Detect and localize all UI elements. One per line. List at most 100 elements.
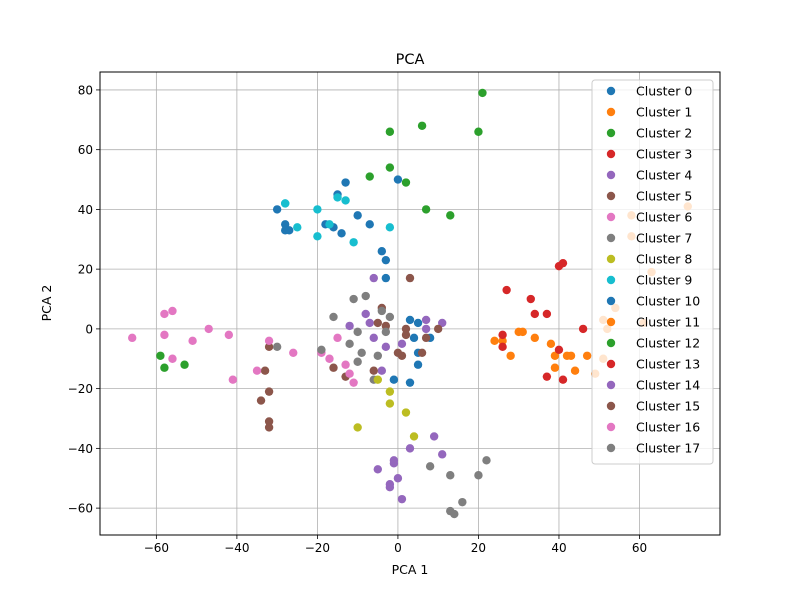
legend-marker [606, 359, 616, 369]
data-point-cluster-6 [341, 360, 350, 369]
data-point-cluster-9 [333, 193, 342, 202]
legend-label: Cluster 5 [636, 189, 692, 204]
data-point-cluster-5 [260, 366, 270, 375]
data-point-cluster-7 [317, 345, 326, 354]
x-axis-label: PCA 1 [392, 562, 429, 577]
legend-label: Cluster 2 [636, 126, 692, 141]
legend-marker [606, 401, 616, 411]
data-point-cluster-5 [401, 330, 411, 340]
legend-label: Cluster 1 [636, 105, 692, 120]
data-point-cluster-8 [353, 423, 362, 432]
data-point-cluster-1 [490, 336, 499, 346]
data-point-cluster-2 [417, 121, 427, 130]
legend-marker [606, 422, 616, 432]
data-point-cluster-2 [160, 363, 169, 372]
data-point-cluster-9 [280, 199, 290, 208]
data-point-cluster-9 [313, 205, 322, 214]
data-point-cluster-5 [433, 324, 443, 334]
legend-label: Cluster 17 [636, 441, 700, 456]
data-point-cluster-6 [204, 324, 213, 334]
data-point-cluster-0 [409, 333, 419, 343]
data-point-cluster-0 [405, 378, 415, 387]
data-point-cluster-0 [341, 178, 350, 187]
data-point-cluster-7 [345, 339, 354, 349]
data-point-cluster-8 [373, 375, 382, 384]
data-point-cluster-3 [542, 372, 552, 381]
legend-marker [606, 86, 616, 96]
x-tick-label: 40 [551, 541, 566, 555]
data-point-cluster-7 [353, 327, 362, 337]
data-point-cluster-0 [405, 315, 415, 325]
legend-label: Cluster 10 [636, 294, 700, 309]
legend-marker [606, 380, 616, 390]
data-point-cluster-4 [381, 342, 391, 352]
data-point-cluster-4 [389, 459, 399, 468]
y-tick-label: 0 [85, 322, 93, 336]
data-point-cluster-7 [381, 327, 391, 337]
data-point-cluster-1 [518, 327, 527, 337]
data-point-cluster-5 [405, 273, 415, 283]
legend-label: Cluster 15 [636, 399, 700, 414]
data-point-cluster-5 [264, 387, 274, 396]
data-point-cluster-0 [381, 273, 391, 283]
data-point-cluster-7 [329, 312, 338, 322]
chart-title: PCA [396, 52, 425, 68]
data-point-cluster-1 [550, 363, 560, 372]
data-point-cluster-3 [530, 309, 540, 319]
data-point-cluster-6 [333, 333, 342, 343]
data-point-cluster-7 [450, 509, 459, 519]
data-point-cluster-2 [180, 360, 189, 369]
data-point-cluster-6 [160, 330, 169, 340]
data-point-cluster-4 [369, 333, 378, 343]
x-tick-label: 20 [471, 541, 486, 555]
data-point-cluster-1 [546, 339, 556, 349]
legend-label: Cluster 3 [636, 147, 692, 162]
legend-label: Cluster 12 [636, 336, 700, 351]
data-point-cluster-5 [397, 351, 407, 360]
data-point-cluster-6 [228, 375, 238, 384]
data-point-cluster-6 [289, 348, 298, 357]
data-point-cluster-2 [474, 127, 483, 136]
data-point-cluster-6 [349, 378, 358, 387]
data-point-cluster-6 [168, 354, 177, 363]
data-point-cluster-1 [566, 351, 576, 360]
data-point-cluster-3 [558, 375, 568, 384]
data-point-cluster-1 [550, 351, 560, 360]
data-point-cluster-6 [264, 336, 274, 346]
legend-label: Cluster 6 [636, 210, 692, 225]
data-point-cluster-7 [425, 462, 435, 471]
y-tick-label: 60 [78, 143, 93, 157]
data-point-cluster-6 [188, 336, 197, 346]
data-point-cluster-0 [285, 226, 294, 235]
legend-marker [606, 317, 616, 327]
y-tick-label: 80 [78, 83, 93, 97]
data-point-cluster-4 [373, 465, 382, 474]
legend-marker [606, 233, 616, 243]
x-tick-label: −20 [305, 541, 330, 555]
data-point-cluster-3 [542, 309, 552, 319]
data-point-cluster-0 [272, 205, 282, 214]
data-point-cluster-2 [156, 351, 165, 360]
data-point-cluster-0 [353, 211, 362, 220]
data-point-cluster-3 [498, 342, 507, 352]
data-point-cluster-9 [313, 232, 322, 241]
data-point-cluster-2 [478, 88, 487, 98]
legend-marker [606, 191, 616, 201]
data-point-cluster-8 [385, 399, 395, 408]
data-point-cluster-0 [377, 247, 387, 256]
legend-label: Cluster 16 [636, 420, 700, 435]
legend-marker [606, 443, 616, 453]
data-point-cluster-5 [264, 423, 274, 432]
y-tick-label: 40 [78, 203, 93, 217]
data-point-cluster-3 [526, 294, 535, 304]
data-point-cluster-5 [421, 333, 431, 343]
data-point-cluster-0 [413, 360, 423, 369]
data-point-cluster-3 [498, 330, 507, 340]
data-point-cluster-6 [224, 330, 234, 340]
data-point-cluster-9 [349, 238, 358, 247]
data-point-cluster-4 [421, 324, 431, 334]
data-point-cluster-4 [361, 309, 370, 319]
data-point-cluster-2 [365, 172, 374, 181]
data-point-cluster-4 [377, 366, 387, 375]
